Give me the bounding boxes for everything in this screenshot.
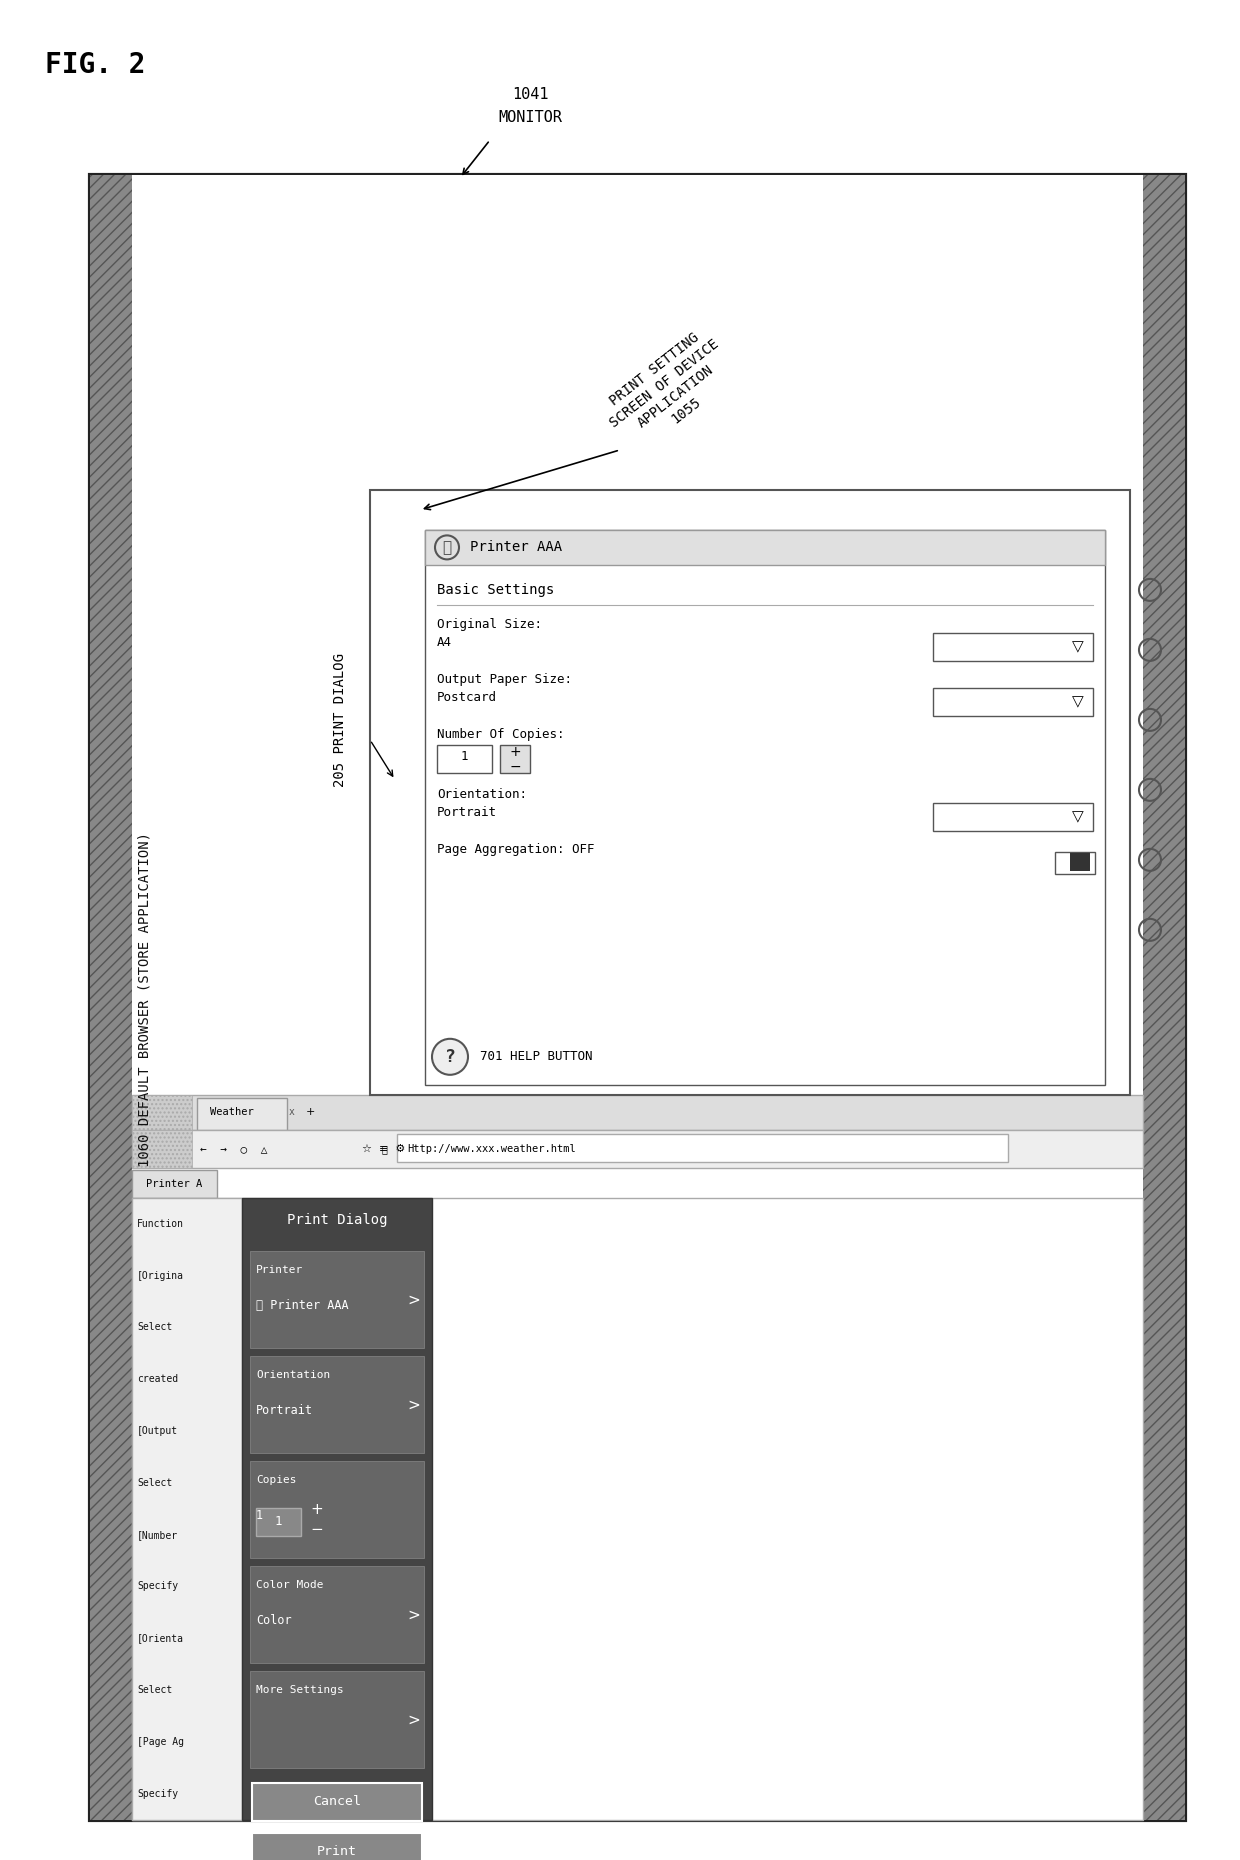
Text: Specify: Specify bbox=[136, 1581, 179, 1592]
Text: FIG. 2: FIG. 2 bbox=[45, 50, 145, 78]
Text: >: > bbox=[408, 1293, 420, 1308]
Bar bbox=[397, 1135, 1008, 1162]
Text: +: + bbox=[311, 1503, 324, 1518]
Bar bbox=[252, 1782, 422, 1821]
Text: Print: Print bbox=[317, 1845, 357, 1858]
Bar bbox=[131, 1096, 192, 1129]
Text: 1: 1 bbox=[460, 750, 467, 763]
Bar bbox=[131, 1096, 1143, 1129]
Text: Color: Color bbox=[255, 1614, 291, 1628]
Text: 1060 DEFAULT BROWSER (STORE APPLICATION): 1060 DEFAULT BROWSER (STORE APPLICATION) bbox=[136, 831, 151, 1168]
Text: Cancel: Cancel bbox=[312, 1795, 361, 1808]
Text: Basic Settings: Basic Settings bbox=[436, 582, 554, 597]
Bar bbox=[131, 1129, 192, 1168]
Text: [Page Ag: [Page Ag bbox=[136, 1737, 184, 1747]
Bar bbox=[932, 632, 1092, 660]
Text: Http://www.xxx.weather.html: Http://www.xxx.weather.html bbox=[407, 1144, 575, 1153]
Text: ⎙: ⎙ bbox=[443, 539, 451, 554]
Text: Select: Select bbox=[136, 1322, 172, 1332]
Text: Printer AAA: Printer AAA bbox=[470, 541, 562, 554]
Text: Printer: Printer bbox=[255, 1265, 304, 1274]
Text: Color Mode: Color Mode bbox=[255, 1579, 324, 1590]
Bar bbox=[197, 1097, 286, 1129]
Text: [Output: [Output bbox=[136, 1427, 179, 1436]
Text: ▽: ▽ bbox=[1073, 809, 1084, 824]
Bar bbox=[131, 1198, 242, 1819]
Bar bbox=[250, 1566, 424, 1663]
Text: ☆  ≡  ⚙: ☆ ≡ ⚙ bbox=[362, 1144, 405, 1153]
Bar bbox=[932, 688, 1092, 716]
Bar bbox=[1070, 854, 1090, 870]
Text: ⎙ Printer AAA: ⎙ Printer AAA bbox=[255, 1300, 348, 1313]
Bar bbox=[91, 175, 1185, 1819]
Text: Orientation:: Orientation: bbox=[436, 789, 527, 802]
Bar bbox=[425, 530, 1105, 1084]
Text: 🔒: 🔒 bbox=[381, 1144, 387, 1153]
Text: −: − bbox=[510, 761, 521, 774]
Text: Printer A: Printer A bbox=[146, 1179, 202, 1189]
Text: 205 PRINT DIALOG: 205 PRINT DIALOG bbox=[334, 653, 347, 787]
Text: ?: ? bbox=[445, 1047, 455, 1066]
Text: >: > bbox=[408, 1713, 420, 1728]
Bar bbox=[131, 1170, 217, 1198]
Text: Select: Select bbox=[136, 1479, 172, 1488]
Text: Postcard: Postcard bbox=[436, 692, 497, 705]
Bar bbox=[436, 744, 492, 774]
Bar bbox=[250, 1670, 424, 1767]
Text: 1: 1 bbox=[274, 1516, 281, 1529]
Text: −: − bbox=[311, 1521, 324, 1536]
Text: Weather: Weather bbox=[210, 1107, 254, 1118]
Text: >: > bbox=[408, 1607, 420, 1622]
Text: Portrait: Portrait bbox=[436, 807, 497, 820]
Bar bbox=[250, 1460, 424, 1557]
Text: ▽: ▽ bbox=[1073, 694, 1084, 709]
Text: [Origina: [Origina bbox=[136, 1270, 184, 1280]
Text: Original Size:: Original Size: bbox=[436, 618, 542, 631]
Text: Orientation: Orientation bbox=[255, 1369, 330, 1380]
Bar bbox=[252, 1832, 422, 1860]
Text: Select: Select bbox=[136, 1685, 172, 1694]
Bar bbox=[250, 1356, 424, 1453]
Bar bbox=[1143, 175, 1185, 1819]
Text: 1041: 1041 bbox=[512, 87, 548, 102]
Text: >: > bbox=[408, 1397, 420, 1414]
Bar bbox=[425, 530, 1105, 565]
Text: Portrait: Portrait bbox=[255, 1404, 312, 1417]
Bar bbox=[500, 744, 529, 774]
Text: [Number: [Number bbox=[136, 1529, 179, 1540]
Bar bbox=[131, 175, 1143, 1819]
Text: ←  →  ○  △: ← → ○ △ bbox=[200, 1144, 268, 1153]
Bar bbox=[131, 1198, 1143, 1819]
Bar bbox=[91, 175, 131, 1819]
Text: +: + bbox=[510, 744, 521, 759]
Text: Copies: Copies bbox=[255, 1475, 296, 1484]
Text: Function: Function bbox=[136, 1218, 184, 1229]
Text: [Orienta: [Orienta bbox=[136, 1633, 184, 1642]
Text: MONITOR: MONITOR bbox=[498, 110, 562, 125]
Text: created: created bbox=[136, 1375, 179, 1384]
Text: 1: 1 bbox=[255, 1508, 263, 1521]
Text: Number Of Copies:: Number Of Copies: bbox=[436, 729, 564, 742]
Bar bbox=[1143, 175, 1185, 1819]
Text: x: x bbox=[289, 1107, 295, 1118]
Text: Output Paper Size:: Output Paper Size: bbox=[436, 673, 572, 686]
Bar bbox=[255, 1508, 301, 1536]
Text: PRINT SETTING
SCREEN OF DEVICE
APPLICATION
1055: PRINT SETTING SCREEN OF DEVICE APPLICATI… bbox=[596, 324, 743, 458]
Bar bbox=[370, 489, 1130, 1096]
Bar bbox=[91, 175, 131, 1819]
Bar bbox=[131, 1129, 1143, 1168]
Text: 701 HELP BUTTON: 701 HELP BUTTON bbox=[480, 1051, 593, 1064]
Bar bbox=[250, 1250, 424, 1348]
Bar bbox=[242, 1198, 432, 1819]
Text: ▽: ▽ bbox=[1073, 640, 1084, 655]
Circle shape bbox=[432, 1040, 467, 1075]
Text: Specify: Specify bbox=[136, 1789, 179, 1799]
Bar bbox=[932, 804, 1092, 831]
Text: +: + bbox=[305, 1107, 315, 1118]
Text: Print Dialog: Print Dialog bbox=[286, 1213, 387, 1228]
Text: A4: A4 bbox=[436, 636, 453, 649]
Bar bbox=[1055, 852, 1095, 874]
Text: More Settings: More Settings bbox=[255, 1685, 343, 1694]
Text: Page Aggregation: OFF: Page Aggregation: OFF bbox=[436, 843, 594, 856]
